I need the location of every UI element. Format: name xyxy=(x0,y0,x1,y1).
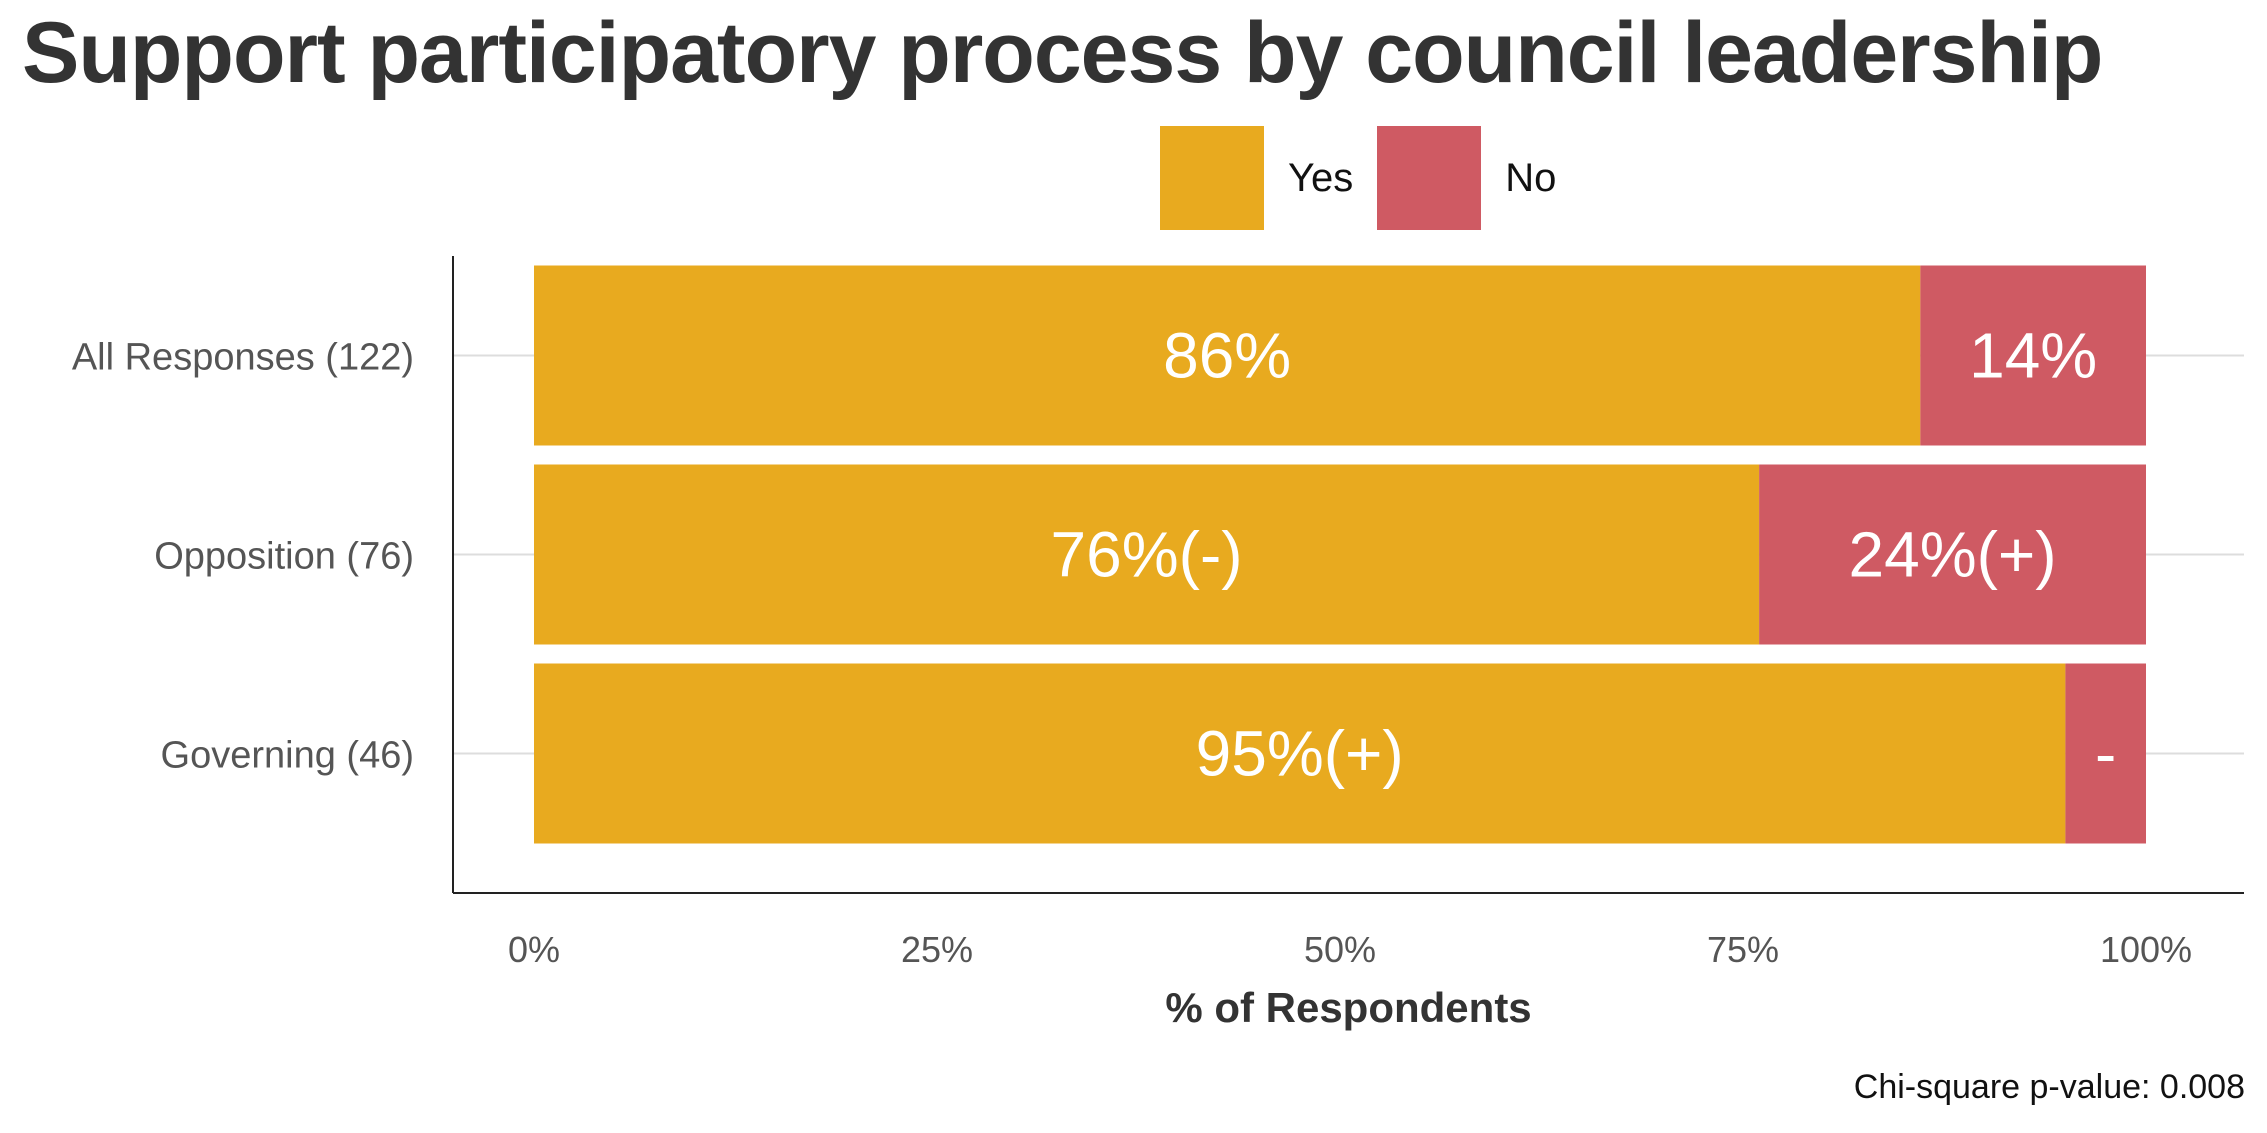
x-tick-label: 25% xyxy=(901,929,973,970)
x-tick-label: 50% xyxy=(1304,929,1376,970)
category-label: All Responses (122) xyxy=(72,337,414,379)
bar-yes xyxy=(534,265,1921,446)
bar-yes xyxy=(534,464,1760,645)
bar-no xyxy=(1920,265,2146,446)
category-label: Governing (46) xyxy=(161,735,414,777)
legend-label-no: No xyxy=(1505,155,1557,200)
data-label-yes: 76%(-) xyxy=(1051,519,1243,591)
legend-item-no: No xyxy=(1377,126,1556,230)
data-label-no: - xyxy=(2095,718,2116,790)
bar-yes xyxy=(534,663,2066,844)
data-label-no: 24%(+) xyxy=(1849,519,2057,591)
legend-item-yes: Yes xyxy=(1160,126,1353,230)
data-label-yes: 86% xyxy=(1163,320,1291,392)
data-label-no: 14% xyxy=(1969,320,2097,392)
legend-label-yes: Yes xyxy=(1288,155,1354,200)
data-label-yes: 95%(+) xyxy=(1196,718,1404,790)
bar-no xyxy=(2065,663,2146,844)
legend: Yes No xyxy=(1160,126,1580,230)
footnote: Chi-square p-value: 0.008 xyxy=(1853,1068,2245,1106)
x-axis-title: % of Respondents xyxy=(1165,984,1531,1031)
legend-swatch-yes xyxy=(1160,126,1264,230)
legend-swatch-no xyxy=(1377,126,1482,230)
x-tick-label: 100% xyxy=(2100,929,2192,970)
x-tick-label: 75% xyxy=(1707,929,1779,970)
chart-title: Support participatory process by council… xyxy=(22,5,2103,101)
category-label: Opposition (76) xyxy=(154,536,414,578)
bar-no xyxy=(1759,464,2146,645)
x-tick-label: 0% xyxy=(508,929,560,970)
